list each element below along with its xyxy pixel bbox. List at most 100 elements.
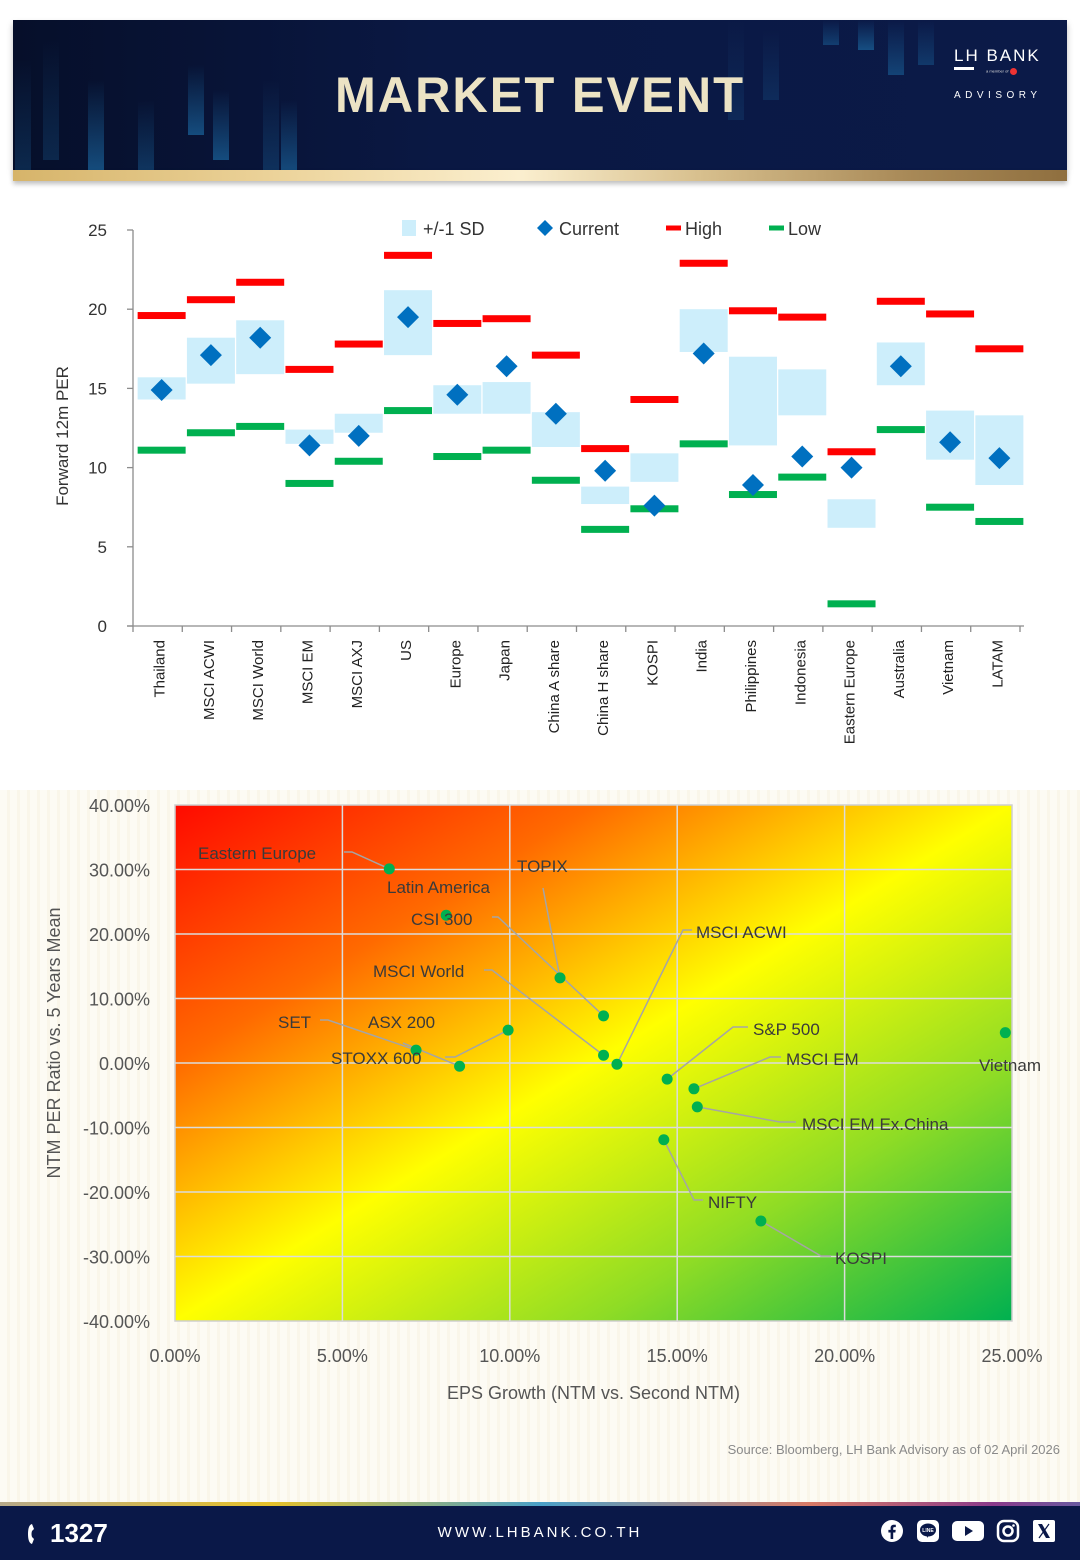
data-point	[661, 1073, 673, 1085]
y-tick-label: -20.00%	[83, 1183, 150, 1203]
x-category-label: Europe	[447, 640, 464, 688]
data-point-label: Eastern Europe	[198, 844, 316, 863]
decor-bar	[15, 60, 31, 170]
legend-item: Current	[537, 219, 619, 239]
sd-range-box	[630, 453, 679, 482]
decor-bar	[263, 80, 279, 170]
high-marker	[630, 395, 679, 403]
decor-bar	[88, 80, 104, 170]
high-marker	[137, 312, 186, 320]
leader-line	[492, 916, 605, 1017]
x-category-label: US	[398, 640, 415, 661]
facebook-icon[interactable]	[880, 1519, 904, 1543]
phone-icon	[28, 1523, 34, 1544]
x-category-label: India	[694, 639, 711, 672]
x-tick-label: 20.00%	[814, 1346, 875, 1366]
category-group	[975, 345, 1024, 525]
low-marker	[334, 457, 383, 465]
phone-number: 1327	[50, 1518, 108, 1548]
chart1-axes: 0 5 10 15 20 25 Thailand MSCI ACWI MSCI World MSC…	[53, 221, 1024, 744]
leader-line	[697, 1106, 796, 1123]
current-diamond	[741, 474, 764, 497]
low-marker	[679, 440, 728, 448]
y-axis-title: NTM PER Ratio vs. 5 Years Mean	[44, 907, 64, 1178]
high-marker	[926, 310, 975, 318]
legend-label: Low	[788, 219, 822, 239]
x-category-label: LATAM	[989, 640, 1006, 688]
svg-text:LINE: LINE	[922, 1528, 934, 1534]
high-marker	[876, 297, 925, 305]
high-marker	[728, 307, 777, 315]
high-marker	[531, 351, 580, 359]
data-point	[688, 1083, 700, 1095]
data-point-label: SET	[278, 1013, 311, 1032]
x-tick-label: 25.00%	[981, 1346, 1042, 1366]
leader-line	[616, 929, 692, 1065]
current-diamond	[446, 383, 469, 406]
social-links: LINE	[880, 1519, 1056, 1543]
footer: 1327 WWW.LHBANK.CO.TH LINE	[0, 1506, 1080, 1560]
category-group	[482, 315, 531, 454]
high-marker	[778, 313, 827, 321]
y-tick-label: -30.00%	[83, 1248, 150, 1268]
x-tick-label: 5.00%	[317, 1346, 368, 1366]
category-group	[581, 445, 630, 533]
y-tick-label: -10.00%	[83, 1119, 150, 1139]
data-point	[755, 1215, 767, 1227]
legend-item: High	[666, 219, 722, 239]
decor-bar	[823, 20, 839, 45]
data-point-label: CSI 300	[411, 910, 472, 929]
high-marker	[975, 345, 1024, 353]
low-marker	[236, 422, 285, 430]
lh-bank-logo: LH BANK a member of ADVISORY	[954, 46, 1054, 101]
category-group	[876, 297, 925, 434]
low-marker	[975, 517, 1024, 525]
y-tick-label: 30.00%	[89, 861, 150, 881]
decor-bar	[43, 40, 59, 160]
per-range-chart: 0 5 10 15 20 25 Thailand MSCI ACWI MSCI World MSC…	[53, 219, 1024, 744]
sd-range-box	[778, 369, 827, 416]
instagram-icon[interactable]	[996, 1519, 1020, 1543]
leader-line	[760, 1220, 831, 1257]
current-diamond	[939, 431, 962, 454]
leader-line	[666, 1026, 748, 1080]
x-category-label: Philippines	[743, 640, 760, 713]
legend-swatch-current	[537, 220, 553, 236]
current-diamond	[249, 326, 272, 349]
low-marker	[482, 446, 531, 454]
current-diamond	[298, 434, 321, 457]
data-point	[410, 1044, 422, 1056]
category-group	[334, 340, 383, 465]
y-tick-label: 0.00%	[99, 1054, 150, 1074]
data-point	[658, 1134, 670, 1146]
leader-line	[693, 1056, 781, 1090]
phone-contact[interactable]: 1327	[26, 1518, 108, 1549]
low-marker	[531, 476, 580, 484]
x-category-label: Australia	[891, 639, 908, 698]
low-marker	[137, 446, 186, 454]
y-tick-label: 20	[88, 300, 107, 319]
x-category-label: MSCI World	[250, 640, 267, 721]
youtube-icon[interactable]	[952, 1519, 984, 1543]
decor-bar	[281, 100, 297, 170]
category-group	[433, 319, 482, 461]
data-point-label: Vietnam	[979, 1056, 1041, 1075]
x-category-label: MSCI AXJ	[349, 640, 366, 708]
legend-item: Low	[769, 219, 822, 239]
current-diamond	[889, 355, 912, 378]
header-gold-stripe	[13, 170, 1067, 181]
x-icon[interactable]	[1032, 1519, 1056, 1543]
legend-label: Current	[559, 219, 619, 239]
y-tick-label: 40.00%	[89, 796, 150, 816]
high-marker	[433, 319, 482, 327]
low-marker	[285, 479, 334, 487]
category-group	[137, 312, 186, 454]
high-marker	[285, 365, 334, 373]
low-marker	[926, 503, 975, 511]
ctbc-logo-icon	[1010, 68, 1018, 75]
current-diamond	[594, 459, 617, 482]
current-diamond	[199, 344, 222, 367]
data-point-label: S&P 500	[753, 1020, 820, 1039]
website-link[interactable]: WWW.LHBANK.CO.TH	[437, 1524, 643, 1541]
line-icon[interactable]: LINE	[916, 1519, 940, 1543]
